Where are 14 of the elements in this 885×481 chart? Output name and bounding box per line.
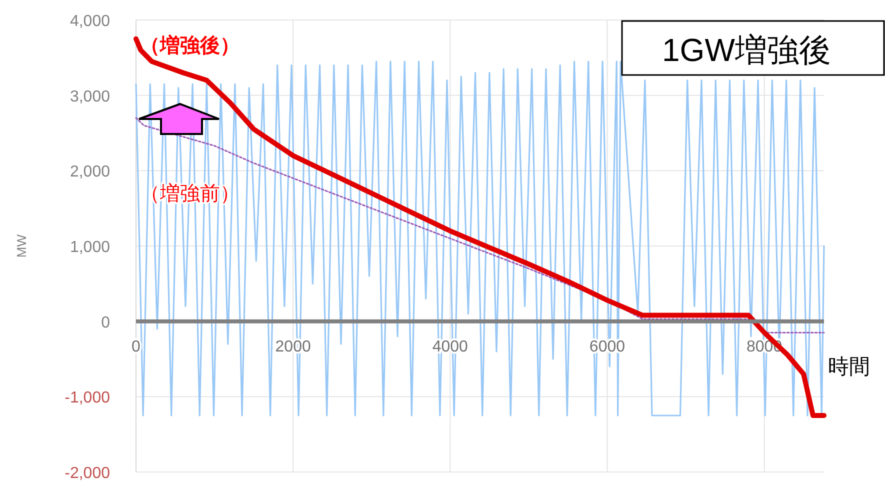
annotation: （増強前） [140,182,240,205]
y-tick-label: 2,000 [70,164,110,181]
y-axis-title: MW [14,234,29,258]
y-tick-label: 4,000 [70,13,110,30]
x-axis-title: 時間 [828,355,870,378]
note-box: 1GW増強後 [621,20,885,76]
y-tick-label: 1,000 [70,239,110,256]
y-tick-label: 0 [101,314,110,332]
annotation: （増強後） [140,34,240,57]
y-tick-label: 3,000 [70,88,110,106]
x-tick-label: 0 [132,338,141,356]
y-tick-label: -1,000 [64,390,110,407]
annotation: 1GW増強後 [662,32,831,68]
y-tick-label: -2,000 [64,465,110,481]
